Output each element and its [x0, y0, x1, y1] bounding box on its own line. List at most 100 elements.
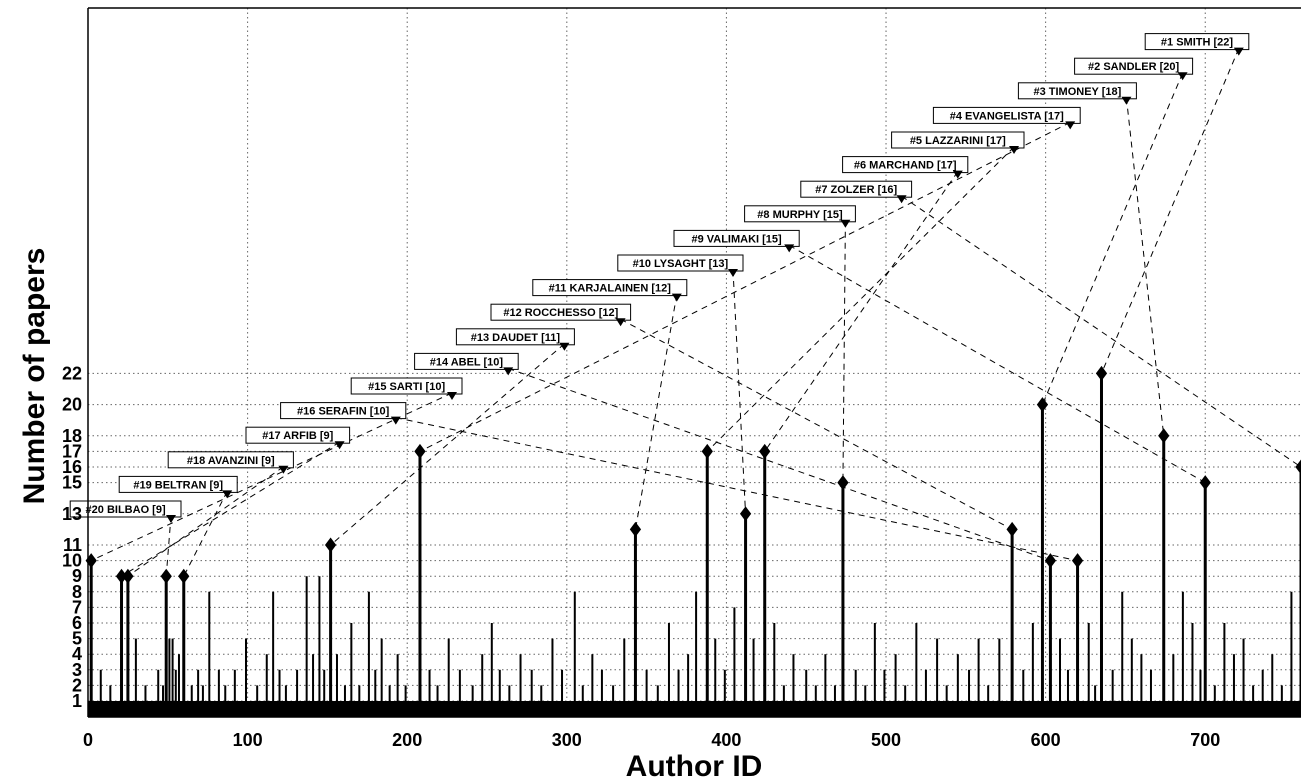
y-tick-label: 11 — [63, 535, 82, 555]
author-label-box — [617, 254, 744, 272]
pointer-triangle — [222, 490, 233, 499]
pointer-triangle — [840, 219, 851, 228]
x-tick-label: 600 — [1031, 730, 1061, 750]
label-connector — [183, 491, 228, 577]
y-tick-label: 3 — [72, 660, 82, 680]
x-tick-label: 700 — [1190, 730, 1220, 750]
author-label: #20 BILBAO [9] — [86, 504, 166, 516]
diamond-marker — [1295, 459, 1301, 475]
diamond-marker — [759, 443, 771, 459]
baseline-band — [88, 701, 1301, 717]
diamond-marker — [1095, 365, 1108, 381]
author-label-box — [744, 205, 856, 223]
author-label-box — [842, 156, 969, 174]
author-label-box — [800, 180, 913, 198]
author-label-box — [280, 402, 407, 420]
pointer-triangle — [559, 342, 570, 351]
diamond-marker — [1036, 397, 1049, 413]
author-label: #8 MURPHY [15] — [757, 209, 843, 221]
y-tick-label: 16 — [62, 457, 82, 477]
label-connector — [1125, 97, 1165, 436]
x-ticks: 0 100 200 300 400 500 600 700 — [83, 730, 1220, 750]
x-tick-label: 200 — [392, 730, 422, 750]
author-label: #3 TIMONEY [18] — [1033, 86, 1121, 98]
author-label: #18 AVANZINI [9] — [187, 455, 275, 467]
y-tick-label: 5 — [72, 629, 82, 649]
author-label-box — [490, 303, 632, 321]
diamond-marker — [1158, 428, 1170, 444]
pointer-triangle — [671, 293, 682, 302]
pointer-triangle — [615, 318, 626, 327]
label-connector — [90, 392, 453, 562]
author-label: #19 BELTRAN [9] — [133, 479, 223, 491]
y-axis-label: Number of papers — [18, 248, 51, 505]
author-label-box — [1144, 33, 1250, 51]
author-labels: #1 SMITH [22] #2 SANDLER [20] #3 TIMONEY [… — [69, 33, 1250, 523]
diamond-marker — [414, 443, 426, 459]
label-connector — [901, 195, 1301, 468]
author-label-box — [532, 279, 688, 297]
author-label: #17 ARFIB [9] — [262, 430, 333, 442]
author-label: #9 VALIMAKI [15] — [691, 233, 782, 245]
y-tick-label: 8 — [72, 582, 82, 602]
author-label: #2 SANDLER [20] — [1088, 61, 1179, 73]
diamond-marker — [629, 521, 642, 537]
pointer-triangle — [1009, 146, 1019, 154]
label-connectors — [90, 48, 1301, 577]
diamond-marker — [324, 537, 337, 553]
label-connector — [620, 318, 1013, 530]
label-connector — [732, 269, 747, 514]
diamond-marker — [115, 568, 128, 584]
author-label-box — [69, 500, 182, 518]
diamond-marker — [122, 568, 134, 584]
author-label-box — [118, 475, 238, 493]
author-label-box — [673, 229, 800, 247]
pointer-triangle — [1121, 96, 1132, 105]
author-label-box — [1074, 57, 1194, 75]
diamond-marker — [160, 568, 172, 584]
x-tick-label: 400 — [711, 730, 741, 750]
label-connector — [127, 466, 284, 577]
y-tick-label: 4 — [72, 644, 82, 664]
author-label-box — [455, 328, 575, 346]
author-label: #4 EVANGELISTA [17] — [950, 110, 1064, 122]
y-tick-label: 1 — [72, 691, 82, 711]
pointer-triangle — [1065, 121, 1076, 130]
pointer-triangle — [728, 269, 738, 277]
y-tick-label: 10 — [62, 551, 82, 571]
label-connector — [330, 343, 565, 546]
y-tick-label: 20 — [62, 395, 82, 415]
author-label-box — [1017, 82, 1137, 100]
pointer-triangle — [278, 465, 289, 474]
pointer-triangle — [1233, 47, 1244, 56]
x-tick-label: 0 — [83, 730, 93, 750]
pointer-triangle — [784, 244, 795, 253]
y-tick-label: 17 — [62, 441, 82, 461]
author-label: #5 LAZZARINI [17] — [910, 135, 1006, 147]
label-connector — [1041, 73, 1184, 405]
pointer-triangle — [1177, 72, 1188, 81]
author-label: #16 SERAFIN [10] — [297, 406, 390, 418]
label-connector — [419, 121, 1071, 452]
diamond-marker — [1006, 521, 1018, 537]
x-tick-label: 500 — [871, 730, 901, 750]
pointer-triangle — [447, 392, 457, 400]
diamond-marker — [1071, 553, 1084, 569]
author-label: #15 SARTI [10] — [368, 381, 445, 393]
y-tick-label: 9 — [72, 566, 82, 586]
label-connector — [508, 367, 1051, 562]
diamond-marker — [1199, 475, 1211, 491]
label-connector — [1101, 48, 1240, 374]
author-label-box — [167, 451, 294, 469]
y-tick-label: 6 — [72, 613, 82, 633]
label-connector — [764, 171, 959, 452]
top-author-stems — [85, 365, 1301, 701]
author-label-box — [932, 106, 1081, 124]
author-label-box — [414, 352, 519, 370]
author-label-box — [245, 426, 351, 444]
y-tick-label: 2 — [72, 675, 82, 695]
diamond-marker — [837, 475, 849, 491]
author-label: #12 ROCCHESSO [12] — [503, 307, 618, 319]
